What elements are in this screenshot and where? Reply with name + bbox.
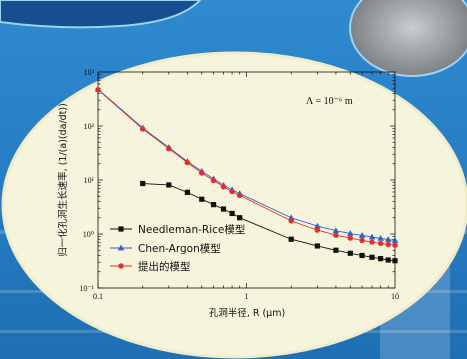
series-3-point	[140, 126, 146, 132]
series-1-point	[237, 215, 243, 221]
series-3-point	[333, 232, 339, 238]
series-3-line	[97, 89, 396, 246]
series-2-point	[391, 237, 399, 243]
series-3-point	[237, 192, 243, 199]
series-3-point	[166, 145, 172, 152]
series-1-point	[359, 252, 365, 259]
legend-label-1: Needleman-Rice模型	[138, 223, 245, 236]
series-1-point	[288, 236, 294, 242]
series-1	[140, 180, 398, 264]
legend-label-2: Chen-Argon模型	[138, 242, 221, 255]
legend-label-3: 提出的模型	[138, 260, 191, 273]
y-tick-label: 10⁻¹	[79, 284, 94, 293]
chart-panel	[1, 51, 467, 359]
series-2-point	[368, 233, 376, 240]
x-tick-label: 1	[245, 292, 249, 301]
y-tick-label: 10¹	[84, 176, 95, 185]
series-3-point	[184, 159, 191, 166]
series-1-point	[220, 206, 227, 212]
legend-marker-2	[117, 244, 125, 251]
series-1-point	[378, 256, 384, 262]
series-1-point	[314, 243, 320, 249]
series-2-point	[314, 222, 321, 229]
series-2-point	[358, 232, 366, 238]
series-3-point	[210, 177, 217, 184]
series-2-point	[385, 236, 392, 242]
series-3-point	[220, 184, 227, 190]
series-1-point	[229, 210, 235, 217]
series-2-line	[97, 88, 396, 241]
legend-marker-3	[118, 263, 124, 269]
series-3-point	[385, 241, 391, 248]
series-3-point	[347, 235, 353, 241]
series-1-point	[392, 258, 398, 264]
y-tick-label: 10²	[84, 122, 95, 131]
top-banner-shape	[0, 0, 202, 29]
series-2-point	[377, 234, 384, 241]
series-3-point	[199, 170, 205, 176]
x-tick-label: 10	[391, 292, 399, 301]
series-3-point	[314, 227, 321, 233]
series-3-point	[369, 239, 375, 245]
series-3-point	[95, 87, 101, 93]
rock-photo	[349, 0, 467, 77]
x-tick-label: 0.1	[93, 292, 103, 301]
series-2	[94, 85, 399, 243]
y-tick-label: 10⁰	[83, 230, 94, 239]
series-1-point	[369, 254, 375, 260]
series-3-point	[288, 218, 294, 224]
series-2-point	[288, 214, 295, 221]
series-2-point	[347, 230, 354, 236]
series-3-point	[377, 240, 384, 247]
series-3	[95, 87, 398, 248]
series-1-point	[199, 196, 205, 202]
legend-marker-1	[118, 226, 124, 232]
series-1-point	[333, 247, 339, 253]
series-1-point	[385, 257, 391, 263]
series-1-point	[347, 250, 353, 256]
series-2-point	[332, 227, 340, 234]
series-3-point	[392, 242, 398, 248]
series-3-point	[359, 237, 365, 244]
series-1-point	[210, 202, 217, 208]
annotation: Λ = 10⁻⁶ m	[306, 96, 353, 107]
y-axis-label: 归一化孔洞生长速率, (1/(a)(da/dt))	[57, 103, 69, 257]
series-1-point	[184, 189, 191, 195]
x-axis-label: 孔洞半径, R (μm)	[209, 307, 285, 319]
series-3-point	[229, 188, 235, 195]
y-tick-label: 10³	[84, 68, 95, 77]
series-1-point	[166, 182, 172, 188]
series-1-point	[140, 180, 146, 187]
